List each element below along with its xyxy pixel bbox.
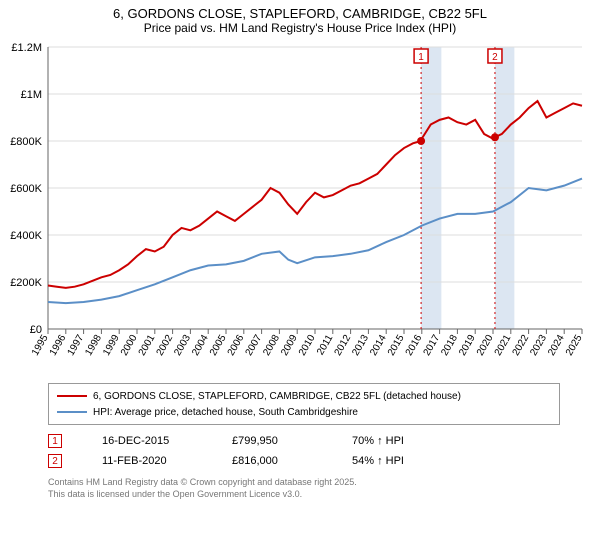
svg-text:2006: 2006 xyxy=(226,333,247,358)
legend-swatch xyxy=(57,395,87,397)
svg-text:1997: 1997 xyxy=(66,333,87,358)
svg-text:2013: 2013 xyxy=(350,333,371,358)
svg-text:2010: 2010 xyxy=(297,333,318,358)
svg-text:2001: 2001 xyxy=(137,333,158,358)
svg-text:2021: 2021 xyxy=(493,333,514,358)
svg-text:£1.2M: £1.2M xyxy=(11,42,42,54)
svg-text:£400K: £400K xyxy=(10,230,42,242)
chart-subtitle: Price paid vs. HM Land Registry's House … xyxy=(0,21,600,39)
sale-price: £816,000 xyxy=(232,455,312,467)
svg-text:2023: 2023 xyxy=(528,333,549,358)
line-chart-svg: £0£200K£400K£600K£800K£1M£1.2M1995199619… xyxy=(0,39,600,379)
legend: 6, GORDONS CLOSE, STAPLEFORD, CAMBRIDGE,… xyxy=(48,383,560,425)
svg-text:£200K: £200K xyxy=(10,277,42,289)
chart-area: £0£200K£400K£600K£800K£1M£1.2M1995199619… xyxy=(0,39,600,379)
legend-row: 6, GORDONS CLOSE, STAPLEFORD, CAMBRIDGE,… xyxy=(57,388,551,404)
svg-text:£600K: £600K xyxy=(10,183,42,195)
copyright-line1: Contains HM Land Registry data © Crown c… xyxy=(48,477,560,489)
svg-text:2020: 2020 xyxy=(475,333,496,358)
svg-text:£1M: £1M xyxy=(21,89,42,101)
legend-label: 6, GORDONS CLOSE, STAPLEFORD, CAMBRIDGE,… xyxy=(93,391,461,402)
svg-text:2024: 2024 xyxy=(546,333,567,358)
svg-text:£800K: £800K xyxy=(10,136,42,148)
svg-text:1: 1 xyxy=(418,52,424,63)
svg-text:2: 2 xyxy=(492,52,498,63)
sale-row: 2 11-FEB-2020 £816,000 54% ↑ HPI xyxy=(48,451,560,471)
svg-text:2005: 2005 xyxy=(208,333,229,358)
legend-label: HPI: Average price, detached house, Sout… xyxy=(93,407,358,418)
sale-row: 1 16-DEC-2015 £799,950 70% ↑ HPI xyxy=(48,431,560,451)
svg-text:2003: 2003 xyxy=(172,333,193,358)
sale-date: 11-FEB-2020 xyxy=(102,455,192,467)
svg-text:2007: 2007 xyxy=(244,333,265,358)
svg-text:2025: 2025 xyxy=(564,333,585,358)
svg-text:2008: 2008 xyxy=(261,333,282,358)
svg-text:2017: 2017 xyxy=(422,333,443,358)
svg-text:2015: 2015 xyxy=(386,333,407,358)
svg-text:2019: 2019 xyxy=(457,333,478,358)
svg-text:1998: 1998 xyxy=(83,333,104,358)
sale-marker-icon: 2 xyxy=(48,454,62,468)
sale-marker-icon: 1 xyxy=(48,434,62,448)
svg-text:1995: 1995 xyxy=(30,333,51,358)
sales-table: 1 16-DEC-2015 £799,950 70% ↑ HPI 2 11-FEB-202… xyxy=(48,431,560,471)
svg-text:2016: 2016 xyxy=(404,333,425,358)
svg-text:2000: 2000 xyxy=(119,333,140,358)
chart-title: 6, GORDONS CLOSE, STAPLEFORD, CAMBRIDGE,… xyxy=(0,0,600,21)
svg-text:2012: 2012 xyxy=(333,333,354,358)
legend-row: HPI: Average price, detached house, Sout… xyxy=(57,404,551,420)
sale-price: £799,950 xyxy=(232,435,312,447)
svg-text:2004: 2004 xyxy=(190,333,211,358)
svg-text:2009: 2009 xyxy=(279,333,300,358)
copyright-line2: This data is licensed under the Open Gov… xyxy=(48,489,560,501)
svg-text:2011: 2011 xyxy=(315,333,335,358)
copyright: Contains HM Land Registry data © Crown c… xyxy=(48,477,560,500)
svg-text:1996: 1996 xyxy=(48,333,69,358)
legend-swatch xyxy=(57,411,87,413)
svg-text:2022: 2022 xyxy=(511,333,532,358)
svg-text:2014: 2014 xyxy=(368,333,389,358)
svg-text:2018: 2018 xyxy=(439,333,460,358)
svg-text:1999: 1999 xyxy=(101,333,122,358)
svg-text:2002: 2002 xyxy=(155,333,176,358)
sale-delta: 70% ↑ HPI xyxy=(352,435,404,447)
sale-date: 16-DEC-2015 xyxy=(102,435,192,447)
sale-delta: 54% ↑ HPI xyxy=(352,455,404,467)
